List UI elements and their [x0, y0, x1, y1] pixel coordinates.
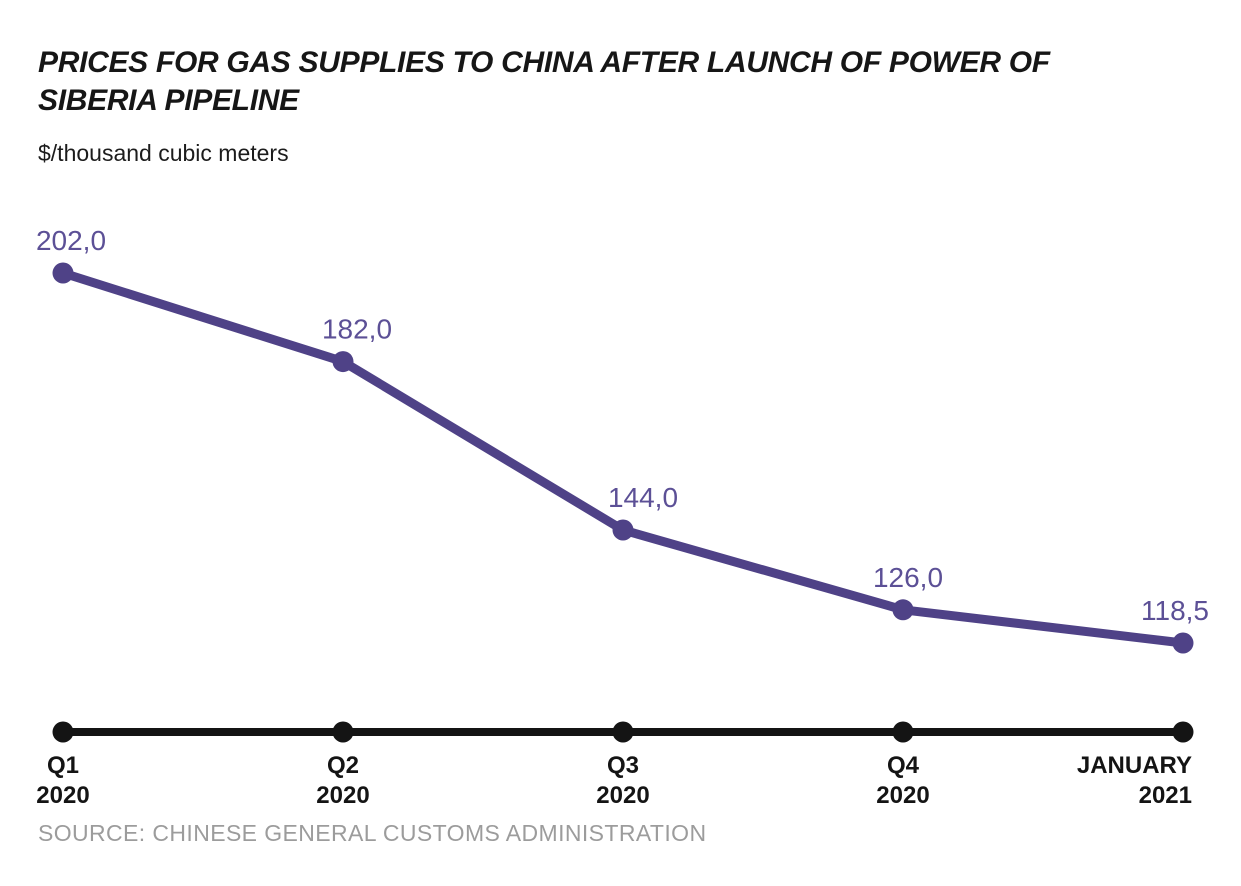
data-point-label: 126,0: [873, 562, 943, 593]
data-point: [892, 599, 914, 621]
chart-title-line-2: SIBERIA PIPELINE: [38, 84, 299, 117]
data-point: [52, 262, 74, 284]
x-axis-tick-dot: [612, 721, 634, 743]
price-line: [58, 268, 1188, 648]
x-axis-tick-dot: [1172, 721, 1194, 743]
chart-title: PRICES FOR GAS SUPPLIES TO CHINA AFTER L…: [38, 44, 1228, 120]
x-axis-label: JANUARY 2021: [1077, 752, 1192, 809]
data-point: [332, 351, 354, 373]
x-axis-tick-dot: [332, 721, 354, 743]
x-axis-label: Q1 2020: [36, 752, 89, 809]
data-point: [1172, 632, 1194, 654]
x-axis-label: Q3 2020: [596, 752, 649, 809]
chart-title-line-1: PRICES FOR GAS SUPPLIES TO CHINA AFTER L…: [38, 46, 1050, 79]
source-credit: SOURCE: CHINESE GENERAL CUSTOMS ADMINIST…: [38, 820, 707, 846]
data-point-label: 182,0: [322, 314, 392, 345]
data-point-label: 144,0: [608, 482, 678, 513]
chart-unit-label: $/thousand cubic meters: [38, 140, 289, 166]
data-point: [612, 519, 634, 541]
x-axis-label: Q2 2020: [316, 752, 369, 809]
x-axis-tick-dot: [52, 721, 74, 743]
x-axis-tick-dot: [892, 721, 914, 743]
data-point-label: 202,0: [36, 225, 106, 256]
data-point-label: 118,5: [1141, 595, 1209, 626]
x-axis-label: Q4 2020: [876, 752, 929, 809]
